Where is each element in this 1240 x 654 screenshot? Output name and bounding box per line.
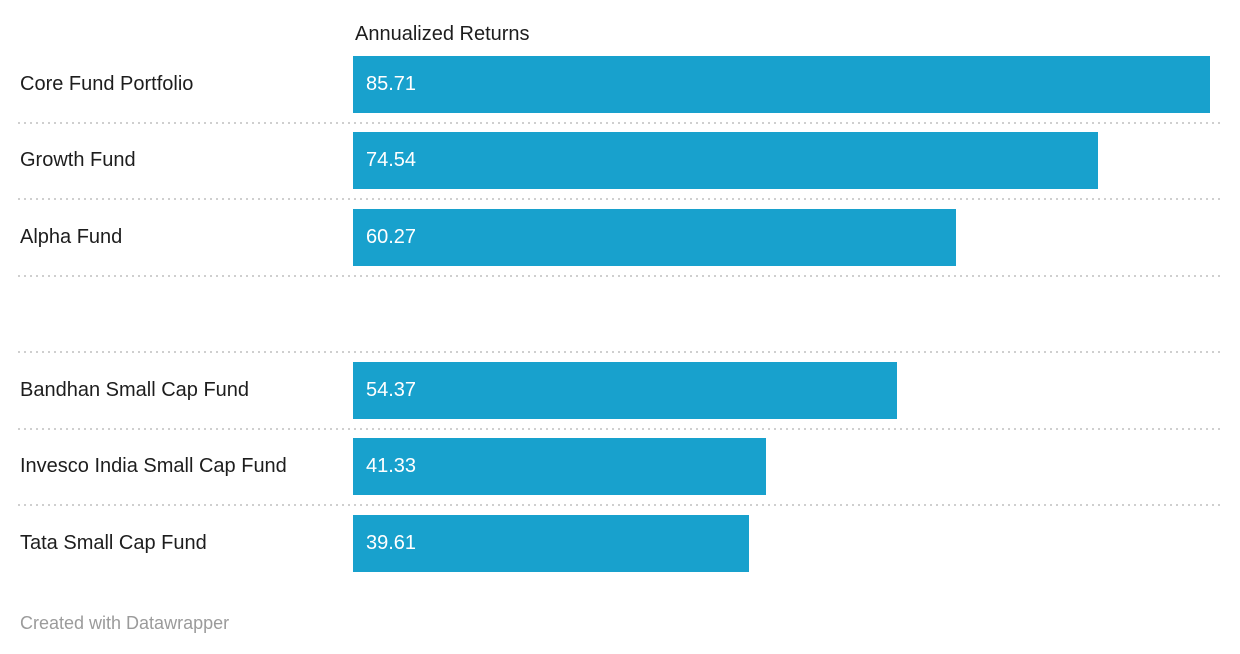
bar-area: 60.27 xyxy=(353,208,1220,266)
bar[interactable]: 54.37 xyxy=(353,361,897,419)
row-label: Growth Fund xyxy=(20,149,136,172)
bar[interactable]: 39.61 xyxy=(353,514,750,572)
column-header: Annualized Returns xyxy=(355,23,530,45)
bar-area: 74.54 xyxy=(353,132,1220,190)
bar[interactable]: 74.54 xyxy=(353,132,1099,190)
bar-area xyxy=(353,285,1220,342)
label-column-spacer xyxy=(20,23,353,46)
chart-row xyxy=(18,274,1220,353)
chart-row: Alpha Fund 60.27 xyxy=(18,198,1220,276)
datawrapper-attribution-link[interactable]: Created with Datawrapper xyxy=(20,612,230,633)
bar-area: 41.33 xyxy=(353,438,1220,496)
chart-row: Growth Fund 74.54 xyxy=(18,121,1220,200)
chart-row: Tata Small Cap Fund 39.61 xyxy=(18,504,1220,582)
chart-row: Invesco India Small Cap Fund 41.33 xyxy=(18,427,1220,506)
bar-area: 54.37 xyxy=(353,361,1220,419)
bar-value-label: 74.54 xyxy=(366,149,417,172)
bar-area: 85.71 xyxy=(353,55,1220,113)
chart-row: Core Fund Portfolio 85.71 xyxy=(20,46,1220,123)
chart-rows: Core Fund Portfolio 85.71 Growth Fund 74… xyxy=(18,46,1220,582)
bar[interactable]: 85.71 xyxy=(353,55,1211,113)
bar-value-label: 54.37 xyxy=(366,378,417,401)
bar-value-label: 39.61 xyxy=(366,531,417,554)
axis-header-row: Annualized Returns xyxy=(20,23,1220,46)
row-label: Invesco India Small Cap Fund xyxy=(20,455,287,478)
bar-chart: Annualized Returns Core Fund Portfolio 8… xyxy=(0,23,1240,634)
row-label: Tata Small Cap Fund xyxy=(20,531,207,554)
bar-value-label: 60.27 xyxy=(366,225,417,248)
bar-value-label: 41.33 xyxy=(366,455,417,478)
bar-value-label: 85.71 xyxy=(366,72,417,95)
chart-row: Bandhan Small Cap Fund 54.37 xyxy=(18,351,1220,429)
row-label: Bandhan Small Cap Fund xyxy=(20,378,250,401)
row-label: Alpha Fund xyxy=(20,225,123,248)
bar[interactable]: 41.33 xyxy=(353,438,767,496)
row-label: Core Fund Portfolio xyxy=(20,72,194,95)
chart-footer: Created with Datawrapper xyxy=(20,613,1220,634)
bar-area: 39.61 xyxy=(353,514,1220,572)
bar[interactable]: 60.27 xyxy=(353,208,956,266)
